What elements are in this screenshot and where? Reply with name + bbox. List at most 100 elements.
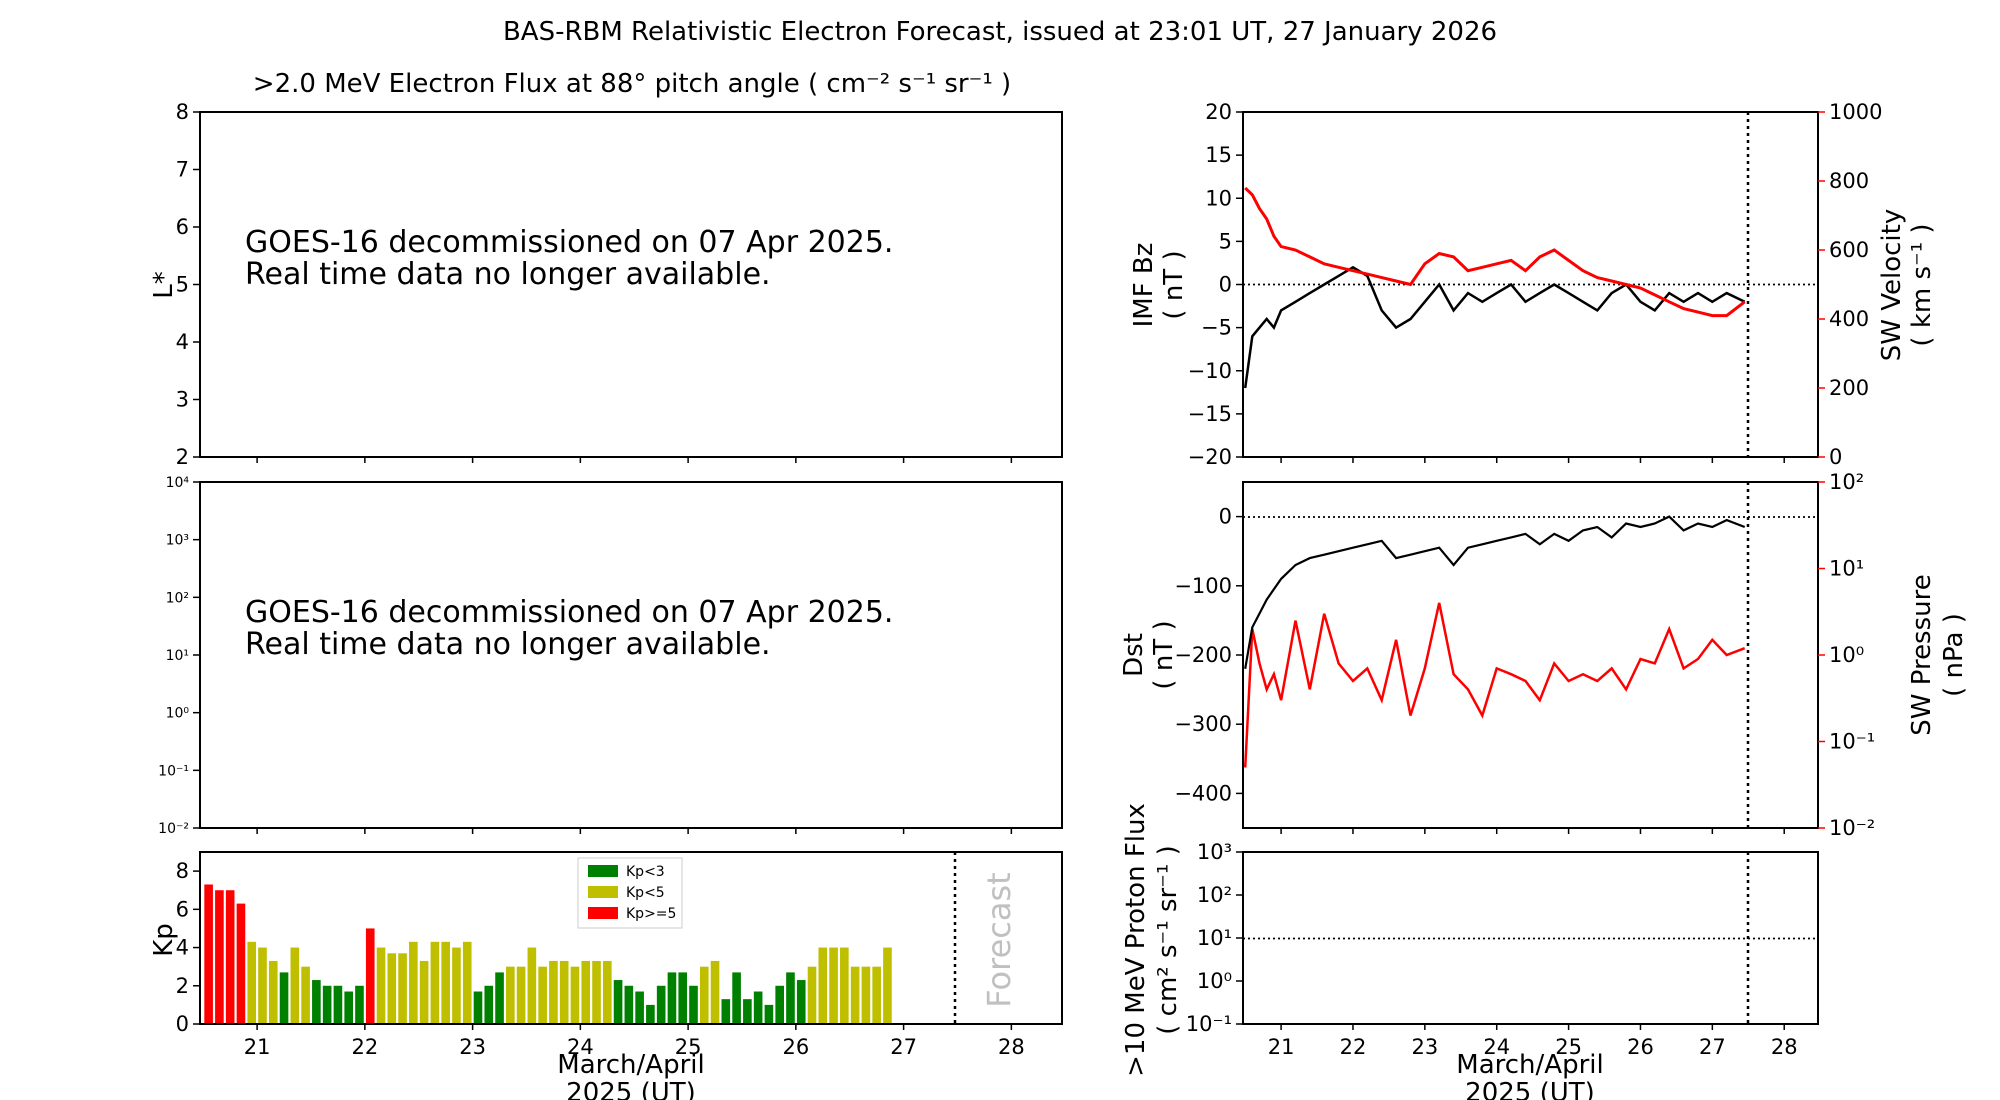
sw-pressure-series: [1243, 602, 1746, 768]
kp-bar: [516, 966, 526, 1024]
kp-x-tick-label: 28: [998, 1035, 1025, 1059]
kp-bar: [290, 947, 300, 1024]
lstar-y-tick-label: 4: [176, 330, 189, 354]
kp-bar: [667, 972, 677, 1024]
proton-x-tick-label: 26: [1627, 1035, 1654, 1059]
kp-bar: [215, 890, 224, 1024]
flux-log-message-line1: GOES-16 decommissioned on 07 Apr 2025.: [245, 595, 893, 630]
kp-bar: [247, 941, 257, 1024]
dst-y-tick-label: −300: [1174, 712, 1232, 736]
sw-velocity-y-tick-label: 1000: [1829, 100, 1882, 124]
kp-bar: [743, 999, 752, 1024]
kp-y-tick-label: 2: [176, 974, 189, 998]
kp-bar: [279, 972, 289, 1024]
lstar-axis-label: L*: [149, 271, 179, 299]
kp-bar: [236, 903, 246, 1024]
kp-bar: [484, 985, 494, 1024]
kp-y-tick-label: 0: [176, 1012, 189, 1036]
sw-pressure-y-tick-label: 10²: [1829, 470, 1864, 494]
sw-velocity-y-tick-label: 200: [1829, 376, 1869, 400]
sw-velocity-y-tick-label: 0: [1829, 445, 1842, 469]
kp-bar: [225, 890, 235, 1024]
lstar-y-tick-label: 6: [176, 215, 189, 239]
kp-x-tick-label: 27: [890, 1035, 917, 1059]
imf-axis-label-line2: ( nT ): [1159, 250, 1189, 319]
flux-lstar-message-line1: GOES-16 decommissioned on 07 Apr 2025.: [245, 225, 893, 260]
proton-panel: 10⁻¹ 10⁰ 10¹ 10² 10³ 21 22 23 24 25 26 27 28 >10 Me…: [1121, 803, 1819, 1100]
kp-axis-label: Kp: [149, 923, 179, 957]
kp-xaxis-label-line1: March/April: [557, 1050, 704, 1080]
proton-axis-label-line1: >10 MeV Proton Flux: [1121, 803, 1151, 1077]
kp-bar: [732, 972, 741, 1024]
flux-lstar-message-line2: Real time data no longer available.: [245, 257, 771, 292]
kp-bar: [721, 999, 731, 1024]
kp-bar: [365, 928, 375, 1024]
dst-y-tick-label: 0: [1219, 505, 1232, 529]
kp-axes: [199, 851, 1063, 1025]
sw-pressure-y-tick-label: 10⁻¹: [1829, 730, 1875, 754]
forecast-label: Forecast: [980, 872, 1018, 1007]
dst-y-tick-label: −100: [1174, 574, 1232, 598]
kp-legend-label-red: Kp>=5: [626, 906, 676, 922]
proton-y-tick-label: 10²: [1197, 883, 1232, 907]
proton-xaxis-label-line2: 2025 (UT): [1465, 1078, 1595, 1100]
kp-bar: [775, 985, 785, 1024]
proton-y-tick-label: 10⁰: [1197, 969, 1232, 993]
kp-bar: [635, 991, 644, 1024]
kp-bar: [840, 947, 849, 1024]
proton-x-tick-label: 21: [1268, 1035, 1295, 1059]
kp-bar: [613, 980, 623, 1024]
proton-xaxis-label-line1: March/April: [1456, 1050, 1603, 1080]
kp-x-tick-label: 21: [244, 1035, 271, 1059]
imf-y-tick-label: −5: [1201, 316, 1232, 340]
kp-bar: [861, 966, 871, 1024]
flux-log-message-line2: Real time data no longer available.: [245, 627, 771, 662]
kp-x-tick-label: 26: [782, 1035, 809, 1059]
figure-title: BAS-RBM Relativistic Electron Forecast, …: [503, 17, 1497, 47]
proton-x-tick-label: 24: [1483, 1035, 1510, 1059]
kp-bar: [409, 941, 418, 1024]
kp-bar: [441, 941, 450, 1024]
lstar-y-tick-label: 5: [176, 273, 189, 297]
kp-bar: [829, 947, 838, 1024]
kp-x-tick-label: 23: [459, 1035, 486, 1059]
kp-bar: [872, 966, 881, 1024]
proton-x-tick-label: 23: [1411, 1035, 1438, 1059]
flux-log-y-tick-label: 10⁰: [166, 706, 190, 722]
kp-bar: [204, 884, 213, 1024]
kp-bar: [850, 966, 860, 1024]
dst-y-tick-label: −200: [1174, 643, 1232, 667]
kp-bar: [786, 972, 795, 1024]
kp-y-tick-label: 4: [176, 936, 189, 960]
sw-velocity-y-tick-label: 600: [1829, 238, 1869, 262]
kp-bar: [581, 960, 591, 1024]
kp-legend-red-swatch: [588, 907, 618, 919]
kp-bar: [710, 960, 720, 1024]
kp-bar: [818, 947, 828, 1024]
flux-log-panel: 10⁻² 10⁻¹ 10⁰ 10¹ 10² 10³ 10⁴ GOES-16 decommis…: [158, 475, 1063, 837]
kp-bar: [570, 966, 580, 1024]
kp-bar: [689, 985, 698, 1024]
imf-axis-label-line1: IMF Bz: [1129, 243, 1159, 328]
imf-bz-series: [1243, 265, 1746, 389]
kp-bar: [333, 985, 343, 1024]
kp-bar: [355, 985, 364, 1024]
proton-x-tick-label: 27: [1699, 1035, 1726, 1059]
sw-pressure-axis-label-line2: ( nPa ): [1939, 613, 1969, 697]
kp-bar: [646, 1004, 655, 1024]
kp-bar: [301, 966, 310, 1024]
kp-bar: [322, 985, 332, 1024]
dst-y-tick-label: −400: [1174, 781, 1232, 805]
kp-bar: [699, 966, 709, 1024]
sw-pressure-axis-label-line1: SW Pressure: [1907, 574, 1937, 736]
kp-legend-label-green: Kp<3: [626, 864, 665, 880]
kp-bar: [883, 947, 892, 1024]
kp-bar: [764, 1004, 774, 1024]
dst-axis-label-line2: ( nT ): [1149, 620, 1179, 689]
imf-y-tick-label: 15: [1205, 143, 1232, 167]
proton-x-tick-label: 22: [1340, 1035, 1367, 1059]
kp-bar: [807, 966, 817, 1024]
proton-y-tick-label: 10¹: [1197, 926, 1232, 950]
kp-bar: [527, 947, 537, 1024]
